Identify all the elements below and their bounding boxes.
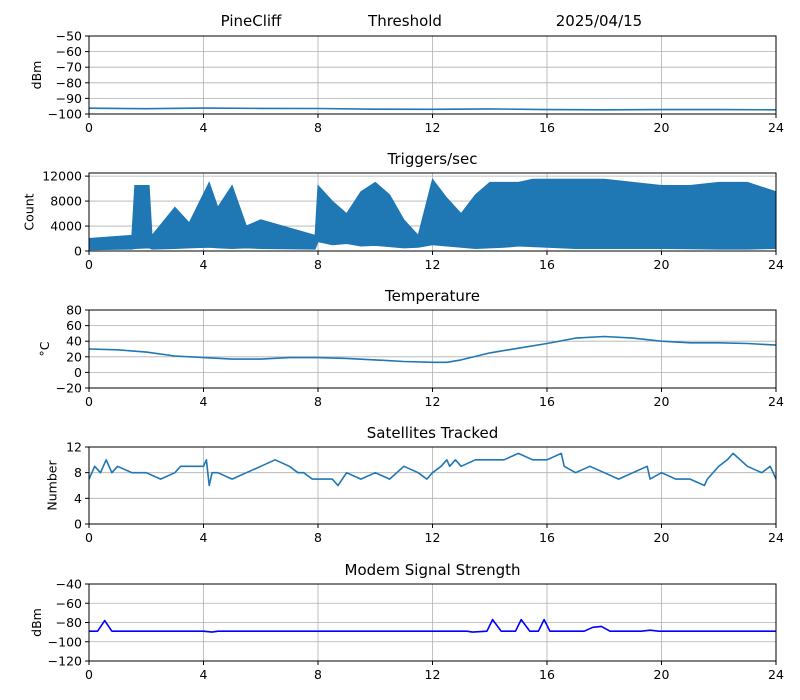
x-tick-label: 16 xyxy=(539,667,555,682)
series-line xyxy=(88,107,777,111)
y-tick-label: 40 xyxy=(66,334,82,349)
chart-panel: 0 4 8 12 16 20 24 0 4 8 12 Satellites Tracked Number xyxy=(45,424,784,545)
x-tick-label: 8 xyxy=(314,530,322,545)
x-tick-label: 8 xyxy=(314,394,322,409)
x-tick-label: 16 xyxy=(539,120,555,135)
y-tick-label: −90 xyxy=(56,91,82,106)
x-tick-label: 20 xyxy=(654,120,670,135)
x-tick-label: 0 xyxy=(85,667,93,682)
chart-panel: 0 4 8 12 16 20 24 −120 −100 −80 −60 −40 Modem Signal… xyxy=(29,561,784,682)
x-tick-label: 12 xyxy=(425,667,441,682)
y-tick-label: −60 xyxy=(56,44,82,59)
y-axis-label: dBm xyxy=(29,61,44,90)
panel-title: Temperature xyxy=(384,287,480,305)
x-tick-label: 12 xyxy=(425,530,441,545)
y-tick-label: 8 xyxy=(74,465,82,480)
y-tick-label: 12000 xyxy=(42,169,82,184)
x-tick-label: 8 xyxy=(314,120,322,135)
x-tick-label: 4 xyxy=(200,120,208,135)
x-tick-label: 16 xyxy=(539,394,555,409)
y-tick-label: 0 xyxy=(74,244,82,259)
panel-title: Modem Signal Strength xyxy=(345,561,521,579)
y-tick-label: 60 xyxy=(66,318,82,333)
chart-panel: 0 4 8 12 16 20 24 −100−90−80−70−60−50 dBm xyxy=(29,29,784,136)
x-tick-label: 16 xyxy=(539,530,555,545)
y-tick-label: 4000 xyxy=(50,219,82,234)
x-tick-label: 24 xyxy=(768,120,784,135)
x-tick-label: 24 xyxy=(768,530,784,545)
x-tick-label: 0 xyxy=(85,394,93,409)
x-tick-label: 12 xyxy=(425,120,441,135)
x-tick-label: 4 xyxy=(200,530,208,545)
trigger-band xyxy=(88,178,777,251)
y-tick-label: 80 xyxy=(66,303,82,318)
y-tick-label: −50 xyxy=(56,29,82,44)
y-tick-label: 12 xyxy=(66,440,82,455)
x-tick-label: 8 xyxy=(314,257,322,272)
x-tick-label: 12 xyxy=(425,257,441,272)
x-tick-label: 4 xyxy=(200,394,208,409)
y-tick-label: 4 xyxy=(74,491,82,506)
x-tick-label: 0 xyxy=(85,530,93,545)
y-axis-label: °C xyxy=(37,341,52,356)
y-tick-label: −20 xyxy=(56,381,82,396)
y-axis-label: Number xyxy=(45,460,60,511)
x-tick-label: 0 xyxy=(85,120,93,135)
y-tick-label: −40 xyxy=(56,577,82,592)
y-axis-label: dBm xyxy=(29,608,44,637)
x-tick-label: 4 xyxy=(200,667,208,682)
y-tick-label: −100 xyxy=(48,107,82,122)
series-line xyxy=(88,452,777,487)
x-tick-label: 24 xyxy=(768,257,784,272)
x-tick-label: 20 xyxy=(654,394,670,409)
x-tick-label: 24 xyxy=(768,394,784,409)
x-tick-label: 8 xyxy=(314,667,322,682)
y-tick-label: −70 xyxy=(56,60,82,75)
series-line xyxy=(88,335,777,364)
x-tick-label: 20 xyxy=(654,667,670,682)
x-tick-label: 24 xyxy=(768,667,784,682)
mode-label: Threshold xyxy=(367,12,442,30)
x-tick-label: 20 xyxy=(654,257,670,272)
y-tick-label: 0 xyxy=(74,365,82,380)
y-tick-label: 0 xyxy=(74,517,82,532)
x-tick-label: 4 xyxy=(200,257,208,272)
chart-panel: 0 4 8 12 16 20 24 0 4000 8000 12000 Triggers/sec Cou… xyxy=(22,150,784,272)
y-tick-label: −60 xyxy=(56,596,82,611)
station-label: PineCliff xyxy=(221,12,282,30)
y-tick-label: −80 xyxy=(56,615,82,630)
x-tick-label: 16 xyxy=(539,257,555,272)
x-tick-label: 20 xyxy=(654,530,670,545)
panel-title: Satellites Tracked xyxy=(367,424,498,442)
y-tick-label: −120 xyxy=(48,654,82,669)
date-label: 2025/04/15 xyxy=(556,12,642,30)
y-axis-label: Count xyxy=(22,193,37,230)
y-tick-label: −100 xyxy=(48,634,82,649)
y-tick-label: −80 xyxy=(56,75,82,90)
series-line xyxy=(89,618,776,633)
x-tick-label: 0 xyxy=(85,257,93,272)
x-tick-label: 12 xyxy=(425,394,441,409)
y-tick-label: 20 xyxy=(66,349,82,364)
panel-title: Triggers/sec xyxy=(387,150,478,168)
y-tick-label: 8000 xyxy=(50,194,82,209)
